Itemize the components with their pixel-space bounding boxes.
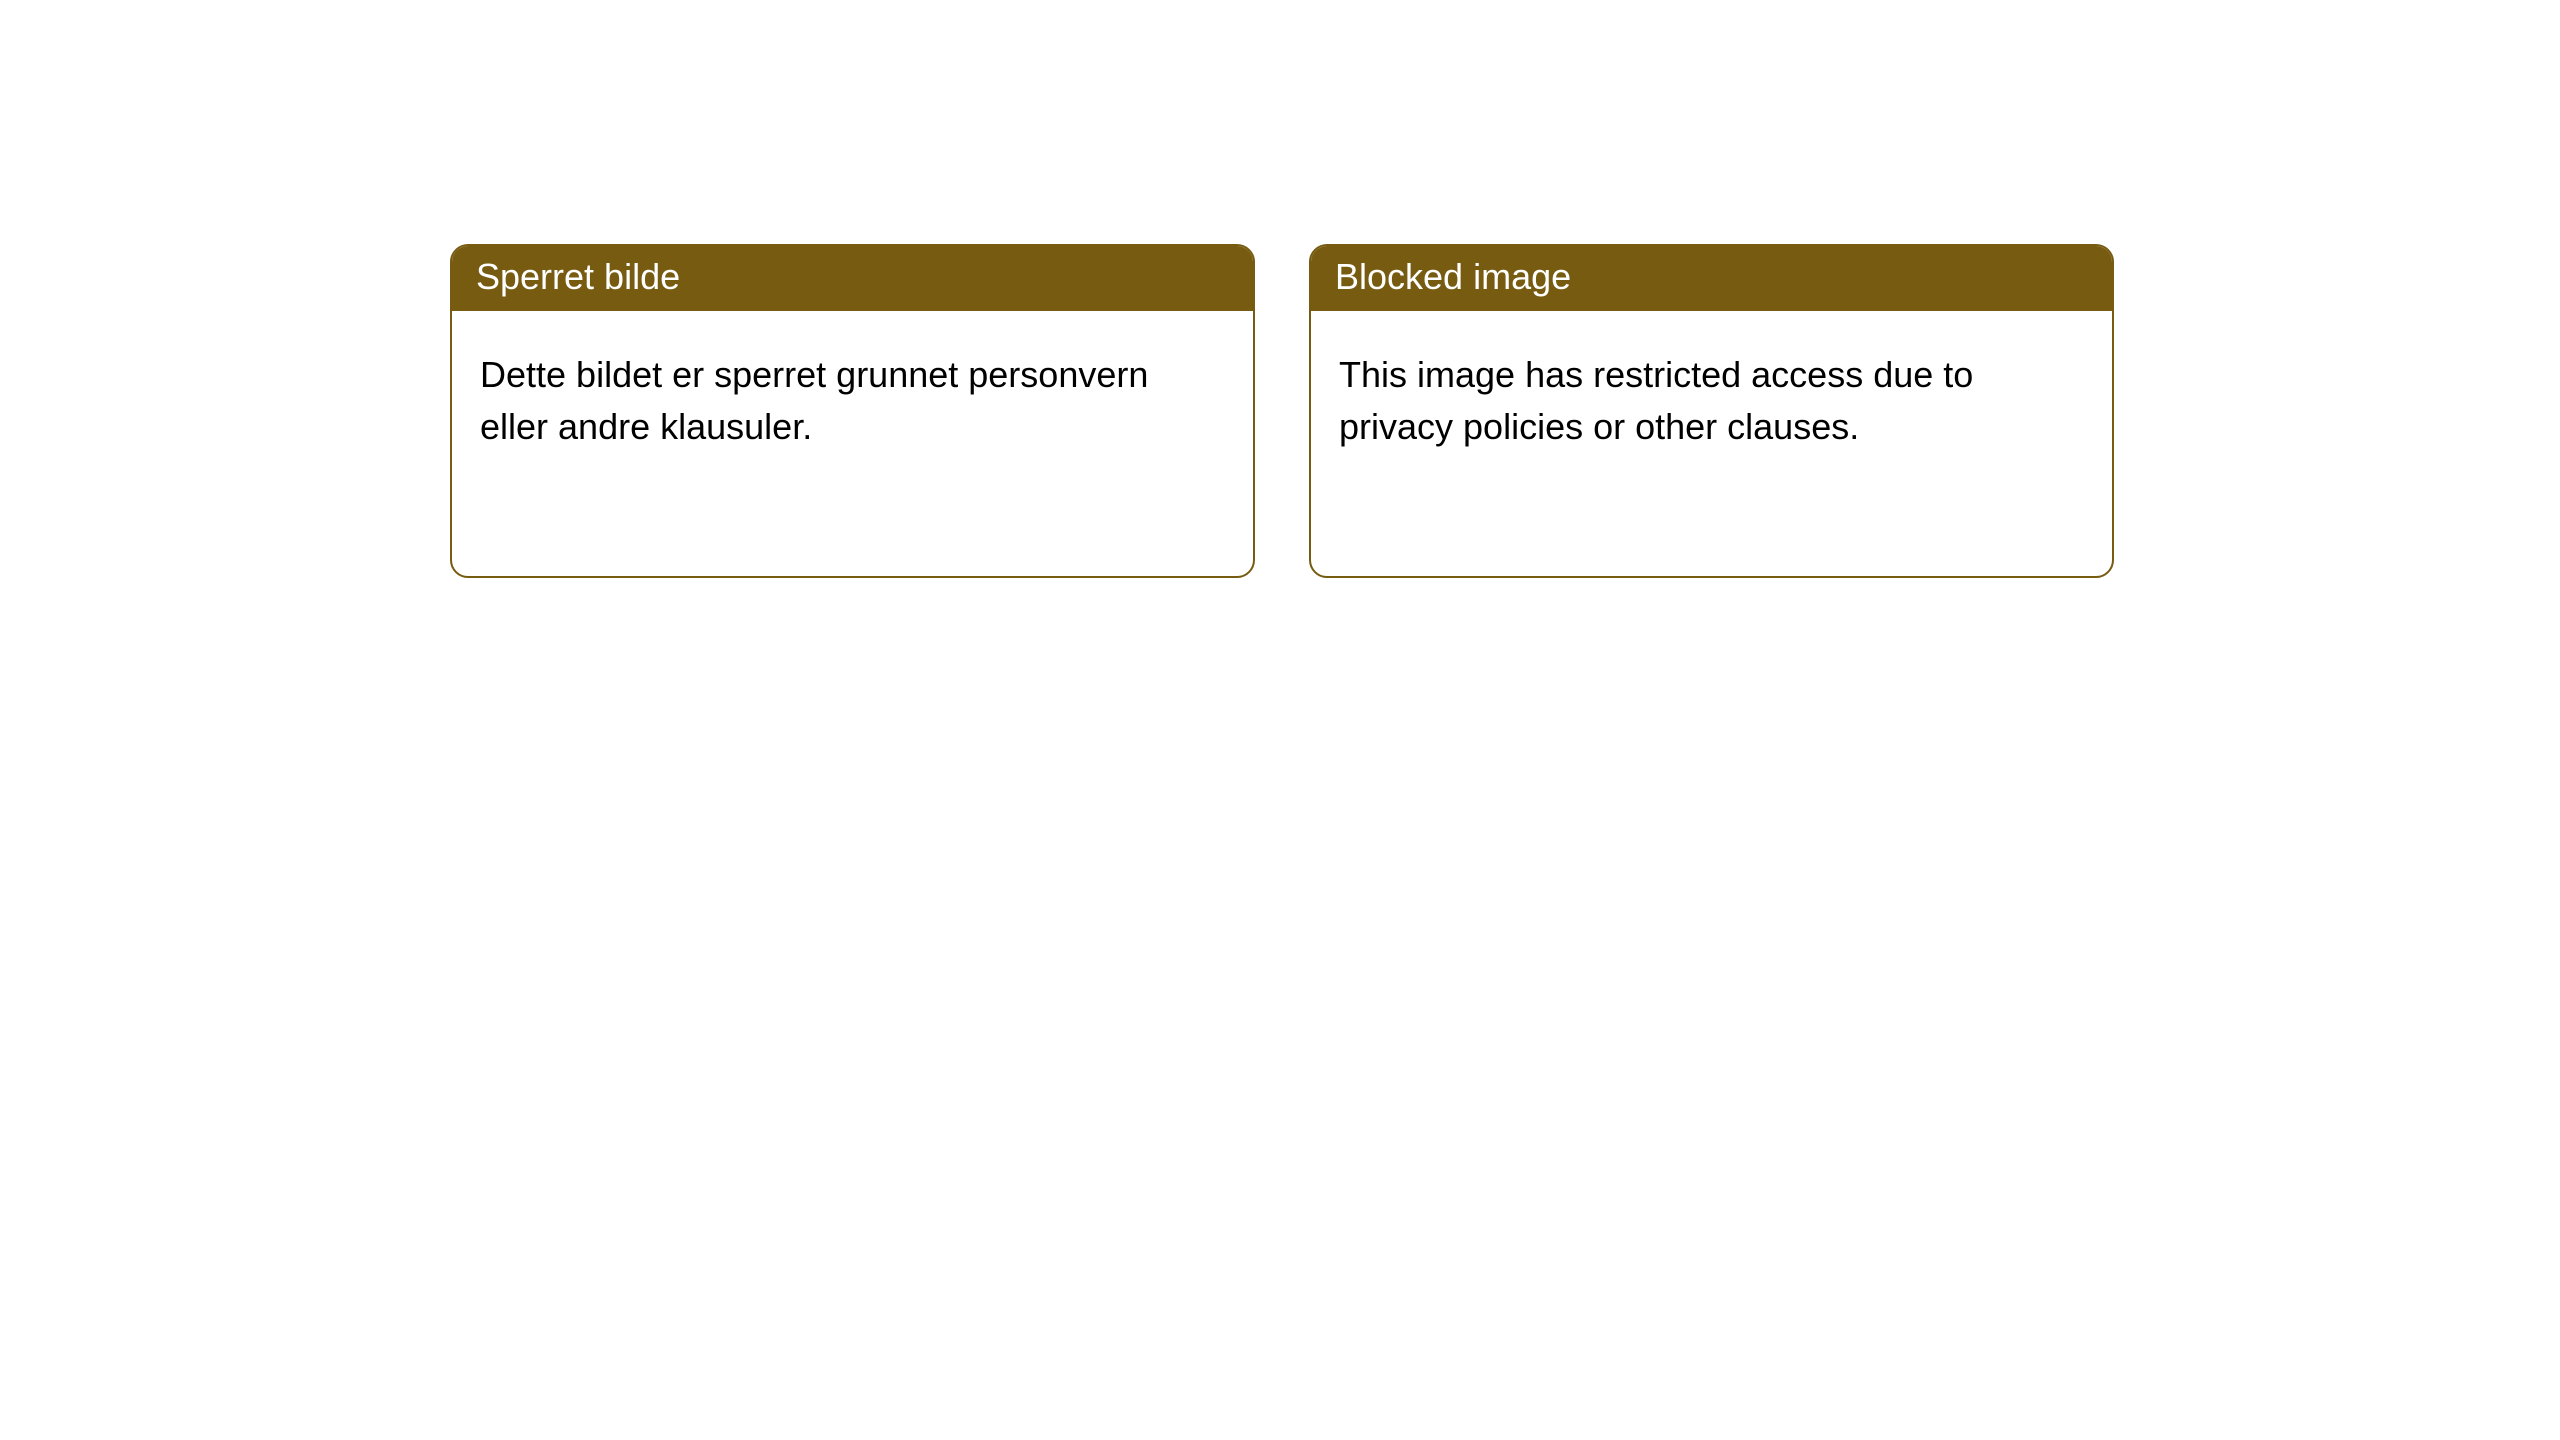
notice-box-norwegian: Sperret bilde Dette bildet er sperret gr… <box>450 244 1255 578</box>
notice-container: Sperret bilde Dette bildet er sperret gr… <box>0 0 2560 578</box>
notice-title: Sperret bilde <box>476 256 680 297</box>
notice-box-english: Blocked image This image has restricted … <box>1309 244 2114 578</box>
notice-body: This image has restricted access due to … <box>1311 311 2112 491</box>
notice-title: Blocked image <box>1335 256 1571 297</box>
notice-body: Dette bildet er sperret grunnet personve… <box>452 311 1253 491</box>
notice-header: Blocked image <box>1311 246 2112 311</box>
notice-body-text: This image has restricted access due to … <box>1339 354 1973 447</box>
notice-body-text: Dette bildet er sperret grunnet personve… <box>480 354 1148 447</box>
notice-header: Sperret bilde <box>452 246 1253 311</box>
